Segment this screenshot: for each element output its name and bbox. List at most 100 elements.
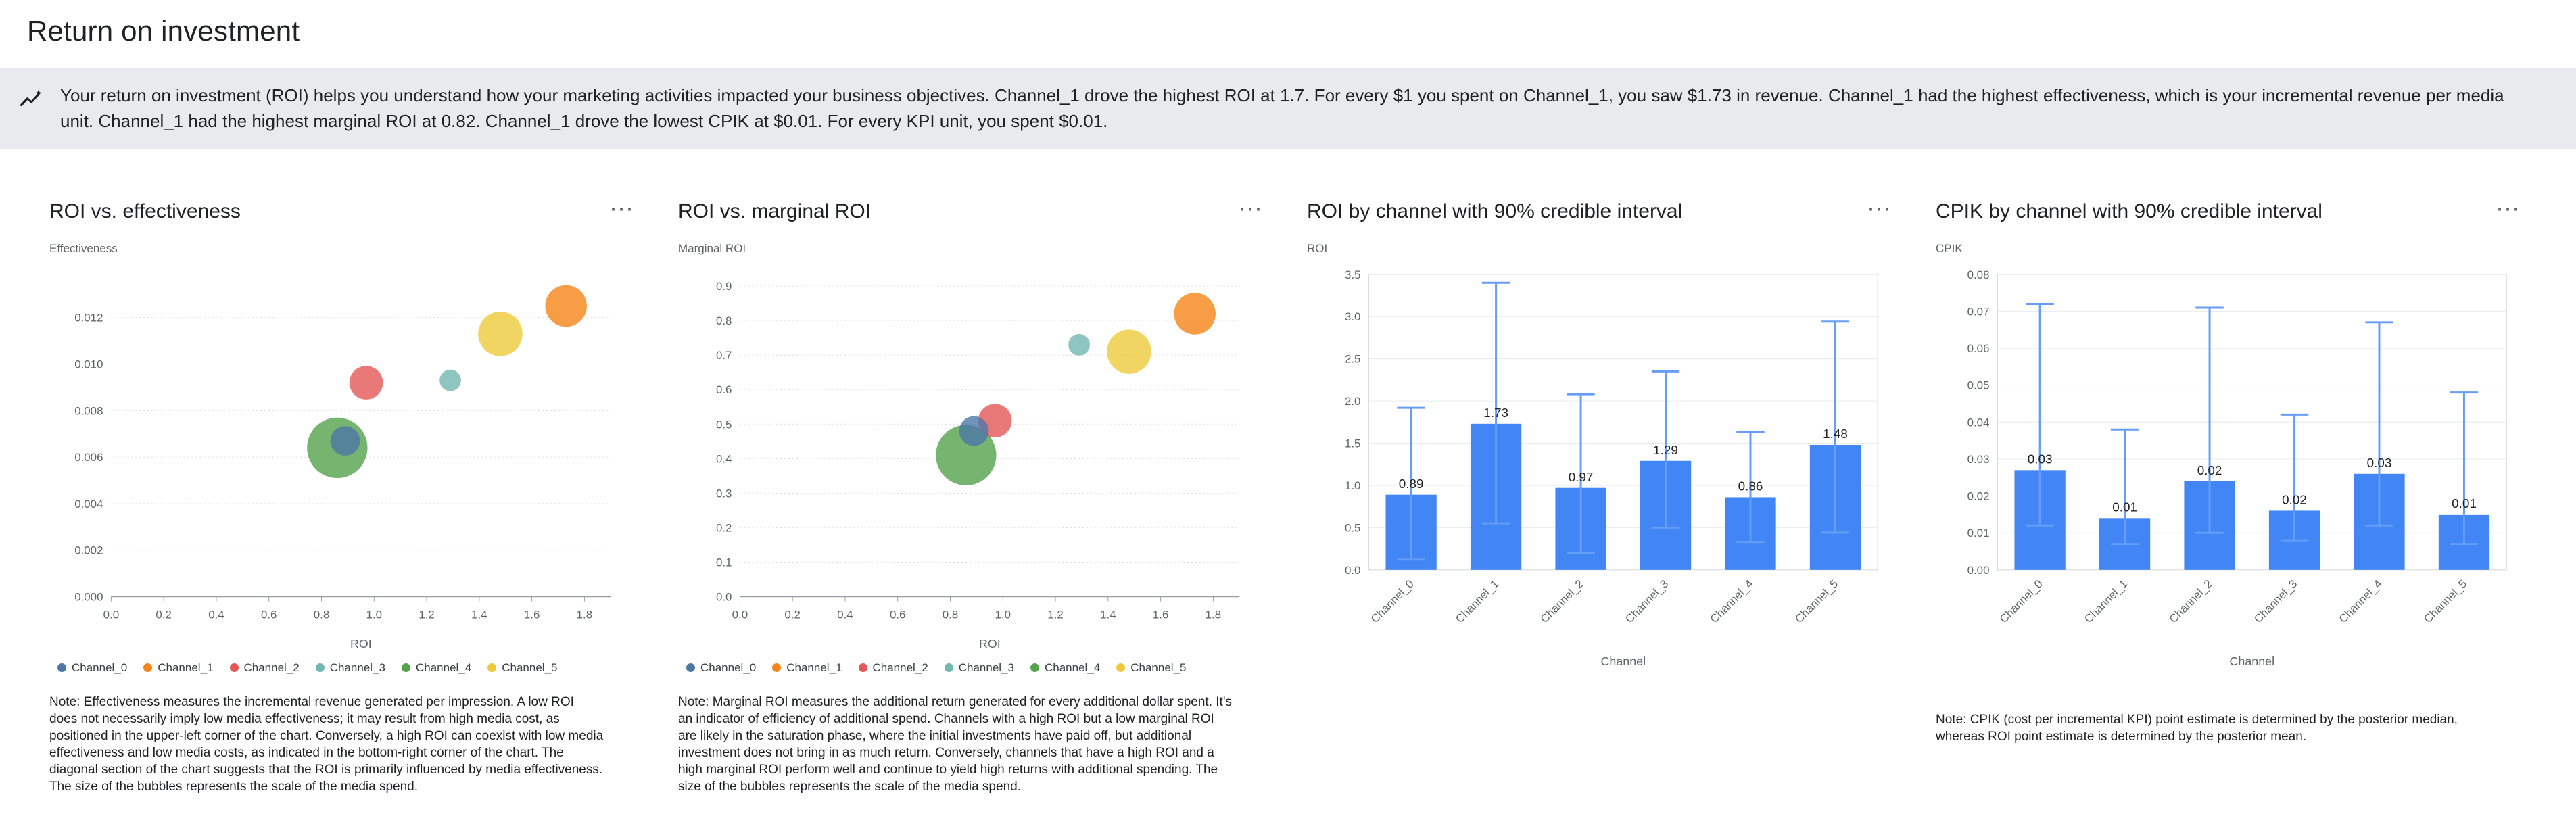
svg-text:Channel: Channel	[1601, 654, 1646, 668]
svg-text:0.03: 0.03	[1967, 453, 1990, 466]
legend-item: Channel_1	[143, 661, 214, 675]
svg-text:0.6: 0.6	[890, 608, 905, 621]
svg-text:ROI: ROI	[350, 637, 372, 650]
svg-text:0.3: 0.3	[716, 487, 732, 500]
svg-text:0.8: 0.8	[943, 608, 958, 621]
svg-text:0.01: 0.01	[2112, 500, 2137, 514]
insight-summary-text: Your return on investment (ROI) helps yo…	[60, 85, 2504, 131]
svg-text:0.86: 0.86	[1738, 479, 1763, 493]
legend-item: Channel_3	[944, 661, 1014, 675]
svg-text:2.5: 2.5	[1345, 353, 1360, 366]
y-axis-label: ROI	[1307, 242, 1328, 255]
svg-text:0.89: 0.89	[1399, 477, 1424, 491]
legend-item: Channel_4	[1030, 661, 1100, 675]
svg-text:3.5: 3.5	[1345, 268, 1360, 281]
legend-label: Channel_3	[329, 661, 385, 674]
legend-dot-icon	[772, 663, 782, 673]
chart-note: Note: Marginal ROI measures the addition…	[678, 694, 1232, 794]
svg-text:3.0: 3.0	[1345, 310, 1360, 323]
svg-text:0.002: 0.002	[74, 544, 103, 557]
svg-text:Channel_3: Channel_3	[2251, 577, 2299, 625]
svg-text:1.6: 1.6	[1153, 608, 1168, 621]
svg-text:0.97: 0.97	[1569, 470, 1594, 484]
legend-dot-icon	[1030, 663, 1039, 673]
more-options-icon[interactable]: ⋯	[1231, 196, 1269, 220]
svg-text:0.02: 0.02	[2197, 463, 2222, 477]
y-axis-label: CPIK	[1936, 242, 1963, 255]
y-axis-label: Effectiveness	[49, 242, 118, 255]
svg-text:0.0: 0.0	[1345, 564, 1360, 577]
legend-item: Channel_1	[772, 661, 842, 675]
svg-text:1.8: 1.8	[577, 608, 592, 621]
legend-label: Channel_5	[1130, 661, 1187, 674]
legend-label: Channel_0	[700, 661, 757, 674]
chart-title: ROI by channel with 90% credible interva…	[1307, 200, 1683, 222]
svg-text:0.03: 0.03	[2367, 456, 2392, 470]
legend-item: Channel_2	[229, 661, 300, 675]
svg-text:2.0: 2.0	[1345, 395, 1360, 408]
chart-card-roi-vs-marginal-roi: ROI vs. marginal ROI ⋯ Marginal ROI 0.0 0…	[678, 196, 1269, 795]
legend-dot-icon	[315, 663, 325, 673]
more-options-icon[interactable]: ⋯	[1860, 196, 1898, 220]
insight-banner: Your return on investment (ROI) helps yo…	[0, 68, 2576, 149]
svg-text:ROI: ROI	[979, 637, 1001, 650]
legend-item: Channel_2	[858, 661, 928, 675]
charts-row: ROI vs. effectiveness ⋯ Effectiveness 0.…	[0, 196, 2576, 795]
chart-title: CPIK by channel with 90% credible interv…	[1936, 200, 2322, 222]
more-options-icon[interactable]: ⋯	[602, 196, 640, 220]
svg-text:1.0: 1.0	[366, 608, 382, 621]
legend-dot-icon	[487, 663, 497, 673]
svg-text:0.4: 0.4	[208, 608, 224, 621]
svg-text:Channel_5: Channel_5	[1792, 577, 1840, 625]
svg-text:0.06: 0.06	[1967, 342, 1990, 355]
chart-title: ROI vs. marginal ROI	[678, 200, 872, 222]
svg-text:0.01: 0.01	[2452, 496, 2477, 510]
svg-text:1.6: 1.6	[524, 608, 540, 621]
legend-dot-icon	[858, 663, 867, 673]
legend-dot-icon	[57, 663, 66, 673]
legend-item: Channel_0	[57, 661, 127, 675]
svg-text:0.9: 0.9	[716, 280, 732, 293]
svg-text:1.48: 1.48	[1823, 427, 1848, 441]
legend-label: Channel_4	[1045, 661, 1101, 674]
chart-title: ROI vs. effectiveness	[49, 200, 241, 222]
legend-label: Channel_3	[958, 661, 1014, 674]
svg-text:0.5: 0.5	[1345, 521, 1360, 534]
svg-text:Channel_1: Channel_1	[1453, 577, 1501, 625]
svg-text:0.07: 0.07	[1967, 305, 1990, 318]
chart-note: Note: CPIK (cost per incremental KPI) po…	[1936, 712, 2458, 744]
svg-text:0.1: 0.1	[716, 556, 732, 569]
svg-text:0.00: 0.00	[1967, 564, 1990, 577]
svg-text:Channel_1: Channel_1	[2082, 577, 2130, 625]
svg-text:1.4: 1.4	[471, 608, 487, 621]
legend-item: Channel_4	[402, 661, 471, 675]
svg-text:Channel_2: Channel_2	[1538, 577, 1586, 625]
y-axis-label: Marginal ROI	[678, 242, 746, 255]
channel-legend: Channel_0 Channel_1 Channel_2 Channel_3 Chan…	[57, 661, 640, 675]
svg-text:0.006: 0.006	[74, 451, 103, 464]
legend-dot-icon	[686, 663, 695, 673]
svg-text:1.8: 1.8	[1206, 608, 1221, 621]
svg-text:0.02: 0.02	[1967, 490, 1990, 503]
svg-text:Channel_4: Channel_4	[1708, 577, 1756, 625]
legend-label: Channel_1	[158, 661, 214, 674]
legend-label: Channel_1	[786, 661, 842, 674]
legend-dot-icon	[402, 663, 410, 673]
svg-text:0.4: 0.4	[837, 608, 853, 621]
insights-spark-icon	[18, 88, 43, 116]
svg-text:0.0: 0.0	[732, 608, 748, 621]
more-options-icon[interactable]: ⋯	[2489, 196, 2527, 220]
roi-effectiveness-bubble-chart: 0.000 0.002 0.004 0.006 0.008 0.010 0.012 0.0 0.…	[49, 256, 640, 659]
svg-text:0.08: 0.08	[1967, 268, 1990, 281]
svg-text:0.6: 0.6	[716, 383, 732, 396]
svg-text:0.2: 0.2	[716, 521, 732, 534]
svg-text:Channel_5: Channel_5	[2421, 577, 2469, 625]
svg-text:1.2: 1.2	[1047, 608, 1063, 621]
legend-label: Channel_4	[416, 661, 472, 674]
svg-text:0.008: 0.008	[74, 404, 103, 417]
svg-text:Channel: Channel	[2230, 654, 2275, 668]
svg-text:0.4: 0.4	[716, 452, 732, 465]
svg-text:1.73: 1.73	[1483, 406, 1508, 420]
legend-item: Channel_3	[315, 661, 385, 675]
svg-text:0.010: 0.010	[74, 358, 103, 370]
